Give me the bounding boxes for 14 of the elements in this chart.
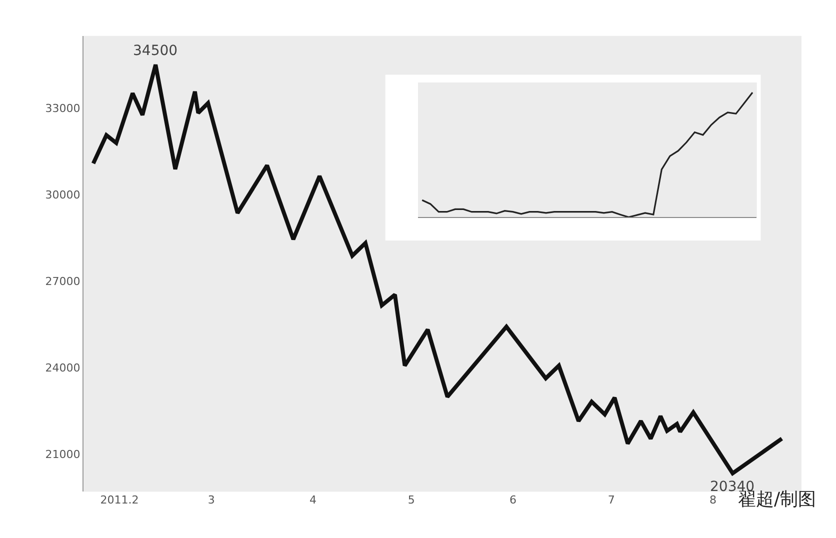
x-tick-label: 3 [208,494,215,507]
x-tick-label: 6 [509,494,516,507]
annotation: 34500 [133,43,178,59]
y-tick-label: 33000 [45,102,80,115]
y-tick-label: 21000 [45,448,80,462]
x-tick-label: 7 [608,494,615,507]
y-tick-label: 27000 [45,274,80,288]
y-tick-label: 24000 [45,362,80,375]
x-tick-label: 4 [309,494,316,507]
x-tick-label: 5 [408,494,415,507]
x-tick-label: 8 [709,494,716,507]
line-series [91,62,784,476]
x-tick-label: 2011.2 [100,494,139,507]
y-tick-label: 30000 [45,188,80,202]
